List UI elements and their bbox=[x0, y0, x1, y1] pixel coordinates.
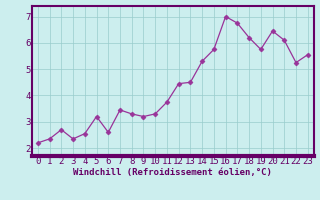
X-axis label: Windchill (Refroidissement éolien,°C): Windchill (Refroidissement éolien,°C) bbox=[73, 168, 272, 177]
